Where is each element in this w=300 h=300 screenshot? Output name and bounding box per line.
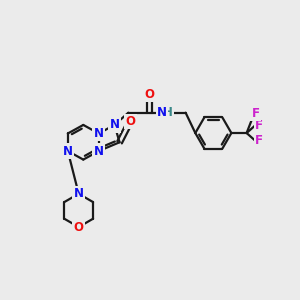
Text: F: F	[252, 107, 260, 120]
Text: O: O	[74, 220, 84, 233]
Text: F: F	[255, 134, 263, 147]
Text: F: F	[255, 119, 263, 132]
Text: N: N	[94, 145, 104, 158]
Text: N: N	[74, 187, 84, 200]
Text: H: H	[163, 106, 173, 119]
Text: N: N	[110, 118, 119, 131]
Text: O: O	[125, 115, 135, 128]
Text: N: N	[94, 127, 104, 140]
Text: N: N	[157, 106, 167, 119]
Text: N: N	[63, 145, 73, 158]
Text: O: O	[145, 88, 154, 101]
